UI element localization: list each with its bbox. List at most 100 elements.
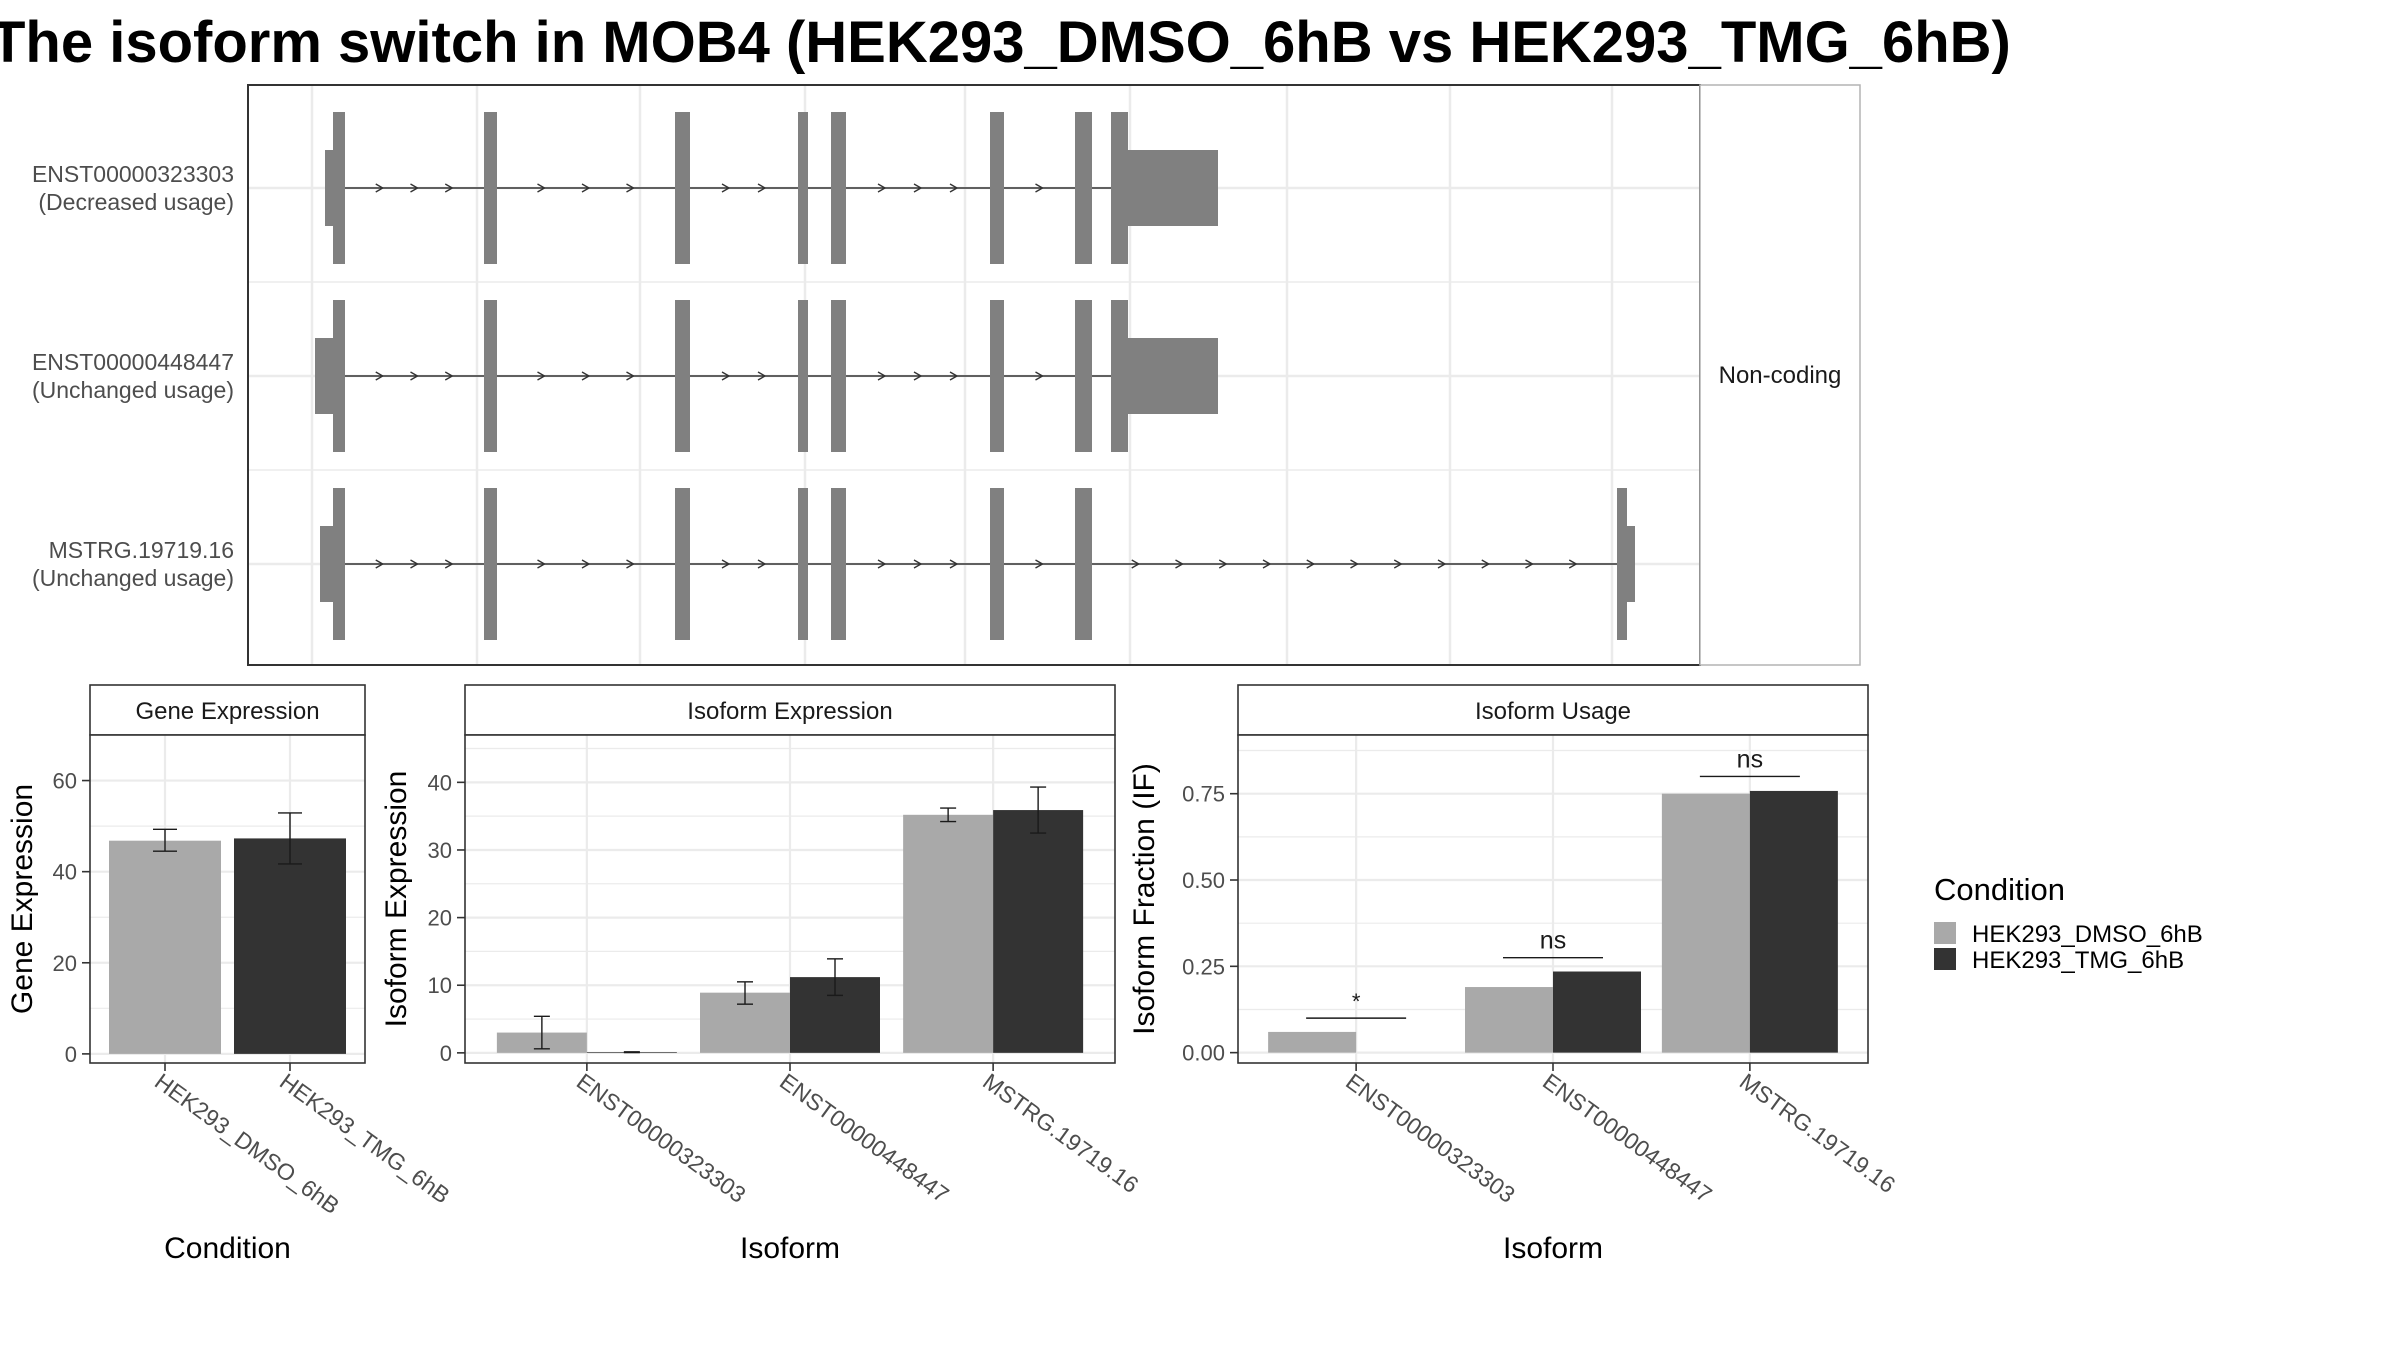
panel-title: Isoform Usage <box>1475 698 1631 725</box>
exon-block <box>484 112 497 264</box>
panel-strip <box>89 684 366 736</box>
panel-title: Gene Expression <box>135 698 319 725</box>
intron-arrow <box>721 559 731 569</box>
isoform-id-label: ENST00000448447 <box>32 349 234 375</box>
facet-strip-label: Non-coding <box>1719 362 1842 389</box>
intron-arrow <box>721 371 731 381</box>
bar-HEK293_DMSO_6hB-MSTRG.19719.16 <box>903 814 994 1053</box>
intron-arrow <box>1035 371 1044 381</box>
facet-strip <box>1699 84 1861 666</box>
exon-block <box>831 300 846 452</box>
intron-arrow <box>949 371 959 381</box>
exon-block <box>1111 300 1128 452</box>
y-tick-label: 20 <box>53 951 77 976</box>
x-tick-label: ENST00000323303 <box>1341 1068 1520 1208</box>
y-tick-label: 0 <box>440 1041 452 1066</box>
y-tick-label: 0.50 <box>1182 868 1225 893</box>
intron-arrow <box>444 559 454 569</box>
bar-HEK293_DMSO_6hB-ENST00000323303 <box>1268 1031 1357 1053</box>
exon-block <box>1075 488 1092 640</box>
legend-title: Condition <box>1934 872 2065 907</box>
y-tick-label: 40 <box>428 770 452 795</box>
bar-HEK293_DMSO_6hB <box>109 840 221 1054</box>
y-axis-title: Isoform Fraction (IF) <box>1128 763 1161 1035</box>
exon-block <box>798 112 808 264</box>
exon-block <box>990 488 1004 640</box>
exon-block <box>798 488 808 640</box>
intron-arrow <box>1525 559 1534 569</box>
bar-HEK293_TMG_6hB-ENST00000448447 <box>1553 971 1641 1053</box>
legend-swatch-HEK293_DMSO_6hB <box>1934 922 1956 944</box>
panel-title: Isoform Expression <box>687 698 892 725</box>
exon-block <box>990 112 1004 264</box>
significance-label: ns <box>1737 745 1763 773</box>
y-tick-label: 10 <box>428 973 452 998</box>
exon-block <box>990 300 1004 452</box>
exon-block <box>831 112 846 264</box>
significance-label: * <box>1352 989 1361 1014</box>
intron-arrow <box>626 183 635 193</box>
y-tick-label: 0.75 <box>1182 782 1225 807</box>
intron-arrow <box>757 183 767 193</box>
isoform-usage-label: (Decreased usage) <box>38 189 234 215</box>
intron-arrow <box>375 559 385 569</box>
intron-arrow <box>1306 559 1316 569</box>
x-tick-label: ENST00000323303 <box>572 1068 751 1208</box>
x-axis-title: Condition <box>164 1232 291 1265</box>
intron-arrow <box>1481 559 1491 569</box>
legend-label: HEK293_DMSO_6hB <box>1972 921 2203 948</box>
intron-arrow <box>1218 559 1228 569</box>
exon-block <box>831 488 846 640</box>
intron-arrow <box>410 183 419 193</box>
intron-arrow <box>913 559 923 569</box>
intron-arrow <box>375 371 385 381</box>
intron-arrow <box>626 559 635 569</box>
exon-block <box>333 300 345 452</box>
intron-arrow <box>1568 559 1578 569</box>
exon-block <box>1111 112 1128 264</box>
figure-title: The isoform switch in MOB4 (HEK293_DMSO_… <box>0 10 2011 75</box>
panel-strip <box>1237 684 1869 736</box>
utr-block <box>1128 338 1218 414</box>
intron-arrow <box>877 559 887 569</box>
intron-arrow <box>1350 559 1359 569</box>
y-tick-label: 30 <box>428 838 452 863</box>
y-tick-label: 40 <box>53 860 77 885</box>
panel-border <box>89 734 366 1064</box>
exon-block <box>484 300 497 452</box>
intron-arrow <box>444 371 454 381</box>
y-tick-label: 60 <box>53 769 77 794</box>
y-tick-label: 20 <box>428 906 452 931</box>
exon-block <box>484 488 497 640</box>
exon-block <box>333 488 345 640</box>
y-axis-title: Gene Expression <box>6 784 39 1014</box>
intron-arrow <box>1262 559 1272 569</box>
intron-arrow <box>444 183 454 193</box>
y-axis-title: Isoform Expression <box>380 771 413 1028</box>
x-tick-label: MSTRG.19719.16 <box>1735 1068 1900 1198</box>
intron-arrow <box>1035 559 1044 569</box>
isoform-id-label: ENST00000323303 <box>32 161 234 187</box>
utr-block <box>320 526 334 602</box>
intron-arrow <box>757 371 767 381</box>
exon-block <box>675 300 690 452</box>
legend-label: HEK293_TMG_6hB <box>1972 947 2184 974</box>
legend-swatch-HEK293_TMG_6hB <box>1934 948 1956 970</box>
bar-HEK293_DMSO_6hB-MSTRG.19719.16 <box>1661 793 1750 1053</box>
y-tick-label: 0.25 <box>1182 954 1225 979</box>
exon-block <box>1075 112 1092 264</box>
bar-HEK293_TMG_6hB-MSTRG.19719.16 <box>1749 790 1838 1053</box>
x-tick-label: ENST00000448447 <box>775 1068 954 1208</box>
isoform-usage-label: (Unchanged usage) <box>32 377 234 403</box>
intron-arrow <box>877 371 887 381</box>
exon-block <box>798 300 808 452</box>
exon-block <box>333 112 345 264</box>
isoform-usage-label: (Unchanged usage) <box>32 565 234 591</box>
exon-block <box>675 488 690 640</box>
intron-arrow <box>949 183 959 193</box>
utr-block <box>1128 150 1218 226</box>
intron-arrow <box>721 183 731 193</box>
intron-arrow <box>537 183 546 193</box>
bar-HEK293_DMSO_6hB-ENST00000448447 <box>1465 987 1553 1053</box>
